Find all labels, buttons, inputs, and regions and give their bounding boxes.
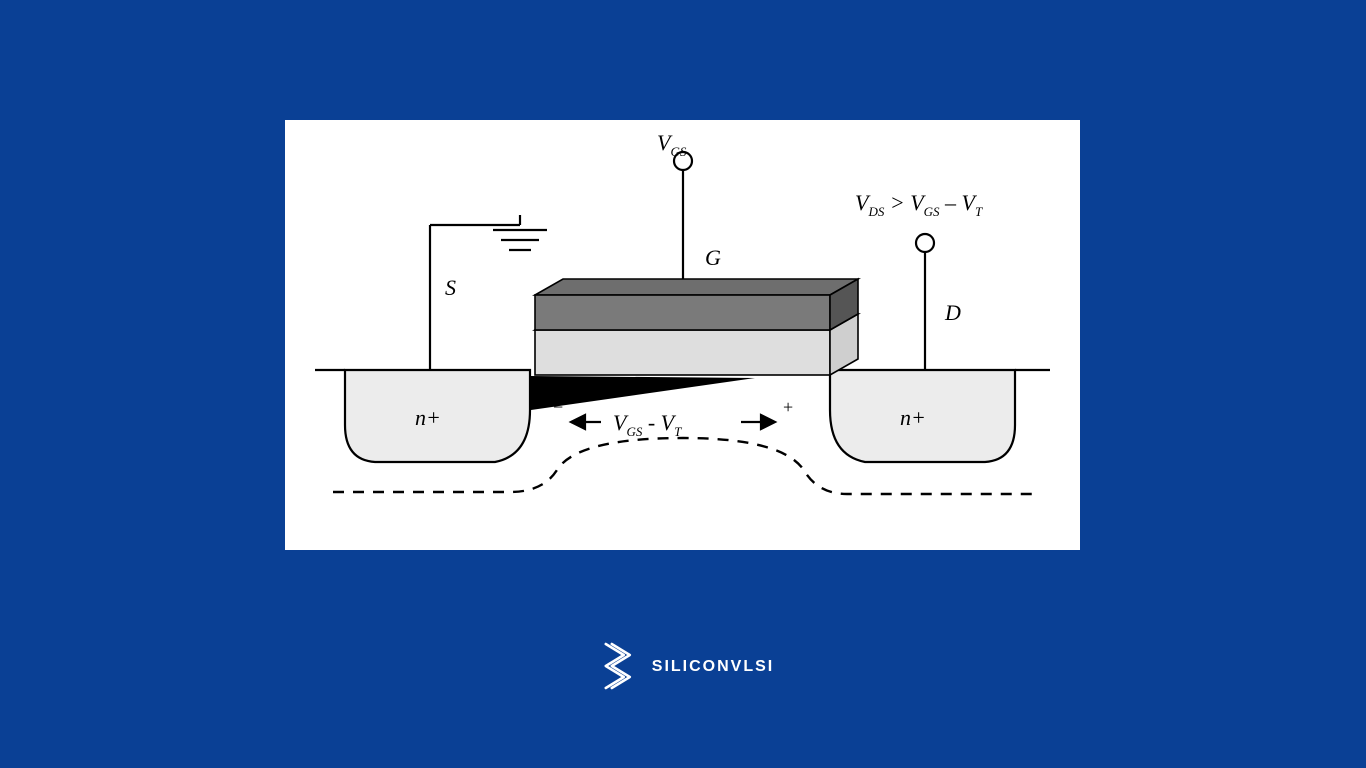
mosfet-diagram: VGS G S D n+ n+ VDS > VGS – VT VGS - VT …: [285, 120, 1080, 550]
drain-terminal: [916, 234, 934, 252]
ground-symbol: [493, 215, 547, 250]
minus-mark: −: [553, 397, 563, 417]
vgs-label: VGS: [657, 130, 687, 159]
channel-wedge: [531, 376, 755, 410]
footer: SILICONVLSI: [592, 641, 774, 693]
g-label: G: [705, 245, 721, 270]
brand-logo-icon: [592, 641, 636, 693]
diagram-card: VGS G S D n+ n+ VDS > VGS – VT VGS - VT …: [285, 120, 1080, 550]
brand-name: SILICONVLSI: [652, 658, 774, 676]
channel-arrow-right: [741, 415, 775, 429]
s-label: S: [445, 275, 456, 300]
nplus-right: n+: [900, 405, 926, 430]
channel-eq: VGS - VT: [613, 410, 682, 439]
nplus-left: n+: [415, 405, 441, 430]
channel-arrow-left: [571, 415, 601, 429]
gate-metal: [535, 279, 858, 330]
condition-label: VDS > VGS – VT: [855, 190, 983, 219]
d-label: D: [944, 300, 961, 325]
plus-mark: +: [783, 397, 793, 417]
